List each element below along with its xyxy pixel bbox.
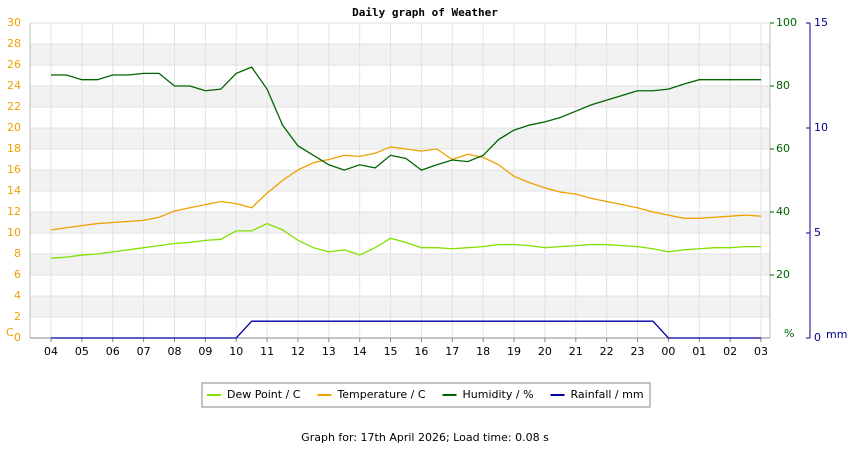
y-tick-label: 0	[14, 331, 21, 344]
y-tick-label: 20	[7, 121, 21, 134]
y2-tick-label: 100	[776, 16, 797, 29]
y-tick-label: 2	[14, 310, 21, 323]
x-tick-label: 07	[137, 345, 151, 358]
x-tick-label: 00	[661, 345, 675, 358]
grid-band	[30, 254, 770, 275]
x-tick-label: 02	[723, 345, 737, 358]
grid-band	[30, 212, 770, 233]
x-tick-label: 10	[229, 345, 243, 358]
grid-band	[30, 44, 770, 65]
y-tick-label: 10	[7, 226, 21, 239]
x-tick-label: 03	[754, 345, 768, 358]
x-tick-label: 16	[414, 345, 428, 358]
x-tick-label: 22	[600, 345, 614, 358]
x-tick-label: 15	[384, 345, 398, 358]
y-tick-label: 16	[7, 163, 21, 176]
x-tick-label: 04	[44, 345, 58, 358]
y3-tick-label: 10	[814, 121, 828, 134]
series-line	[50, 146, 762, 231]
y-tick-label: 30	[7, 16, 21, 29]
y3-tick-label: 5	[814, 226, 821, 239]
y2-tick-label: 20	[776, 268, 790, 281]
y-tick-label: 6	[14, 268, 21, 281]
series-line	[51, 66, 761, 171]
legend-label: Humidity / %	[463, 388, 534, 401]
y-tick-label: 4	[14, 289, 21, 302]
x-tick-label: 06	[106, 345, 120, 358]
grid-band	[30, 296, 770, 317]
x-tick-label: 08	[167, 345, 181, 358]
y2-tick-label: 80	[776, 79, 790, 92]
grid-band	[30, 170, 770, 191]
chart-title: Daily graph of Weather	[352, 6, 498, 19]
x-tick-label: 05	[75, 345, 89, 358]
y-tick-label: 12	[7, 205, 21, 218]
x-tick-label: 11	[260, 345, 274, 358]
x-tick-label: 20	[538, 345, 552, 358]
y-tick-label: 22	[7, 100, 21, 113]
y-tick-label: 24	[7, 79, 21, 92]
footer: Graph for: 17th April 2026; Load time: 0…	[301, 431, 549, 444]
legend-label: Rainfall / mm	[571, 388, 644, 401]
y-tick-label: 8	[14, 247, 21, 260]
grid-band	[30, 128, 770, 149]
y2-axis-label: %	[784, 327, 794, 340]
x-tick-label: 17	[445, 345, 459, 358]
y3-tick-label: 15	[814, 16, 828, 29]
x-tick-label: 21	[569, 345, 583, 358]
y-tick-label: 18	[7, 142, 21, 155]
y3-axis-label: mm	[826, 328, 847, 341]
x-tick-label: 19	[507, 345, 521, 358]
y-tick-label: 26	[7, 58, 21, 71]
x-tick-label: 12	[291, 345, 305, 358]
y-axis-label: C	[6, 326, 14, 339]
legend-box	[201, 382, 651, 408]
x-tick-label: 14	[353, 345, 367, 358]
series-line	[50, 222, 761, 259]
x-tick-label: 23	[631, 345, 645, 358]
x-tick-label: 01	[692, 345, 706, 358]
legend-label: Dew Point / C	[227, 388, 301, 401]
y-tick-label: 14	[7, 184, 21, 197]
x-tick-label: 18	[476, 345, 490, 358]
y-tick-label: 28	[7, 37, 21, 50]
legend-label: Temperature / C	[336, 388, 425, 401]
y2-tick-label: 40	[776, 205, 790, 218]
series-line	[51, 320, 761, 339]
x-tick-label: 09	[198, 345, 212, 358]
x-tick-label: 13	[322, 345, 336, 358]
y3-tick-label: 0	[814, 331, 821, 344]
grid-band	[30, 86, 770, 107]
y2-tick-label: 60	[776, 142, 790, 155]
